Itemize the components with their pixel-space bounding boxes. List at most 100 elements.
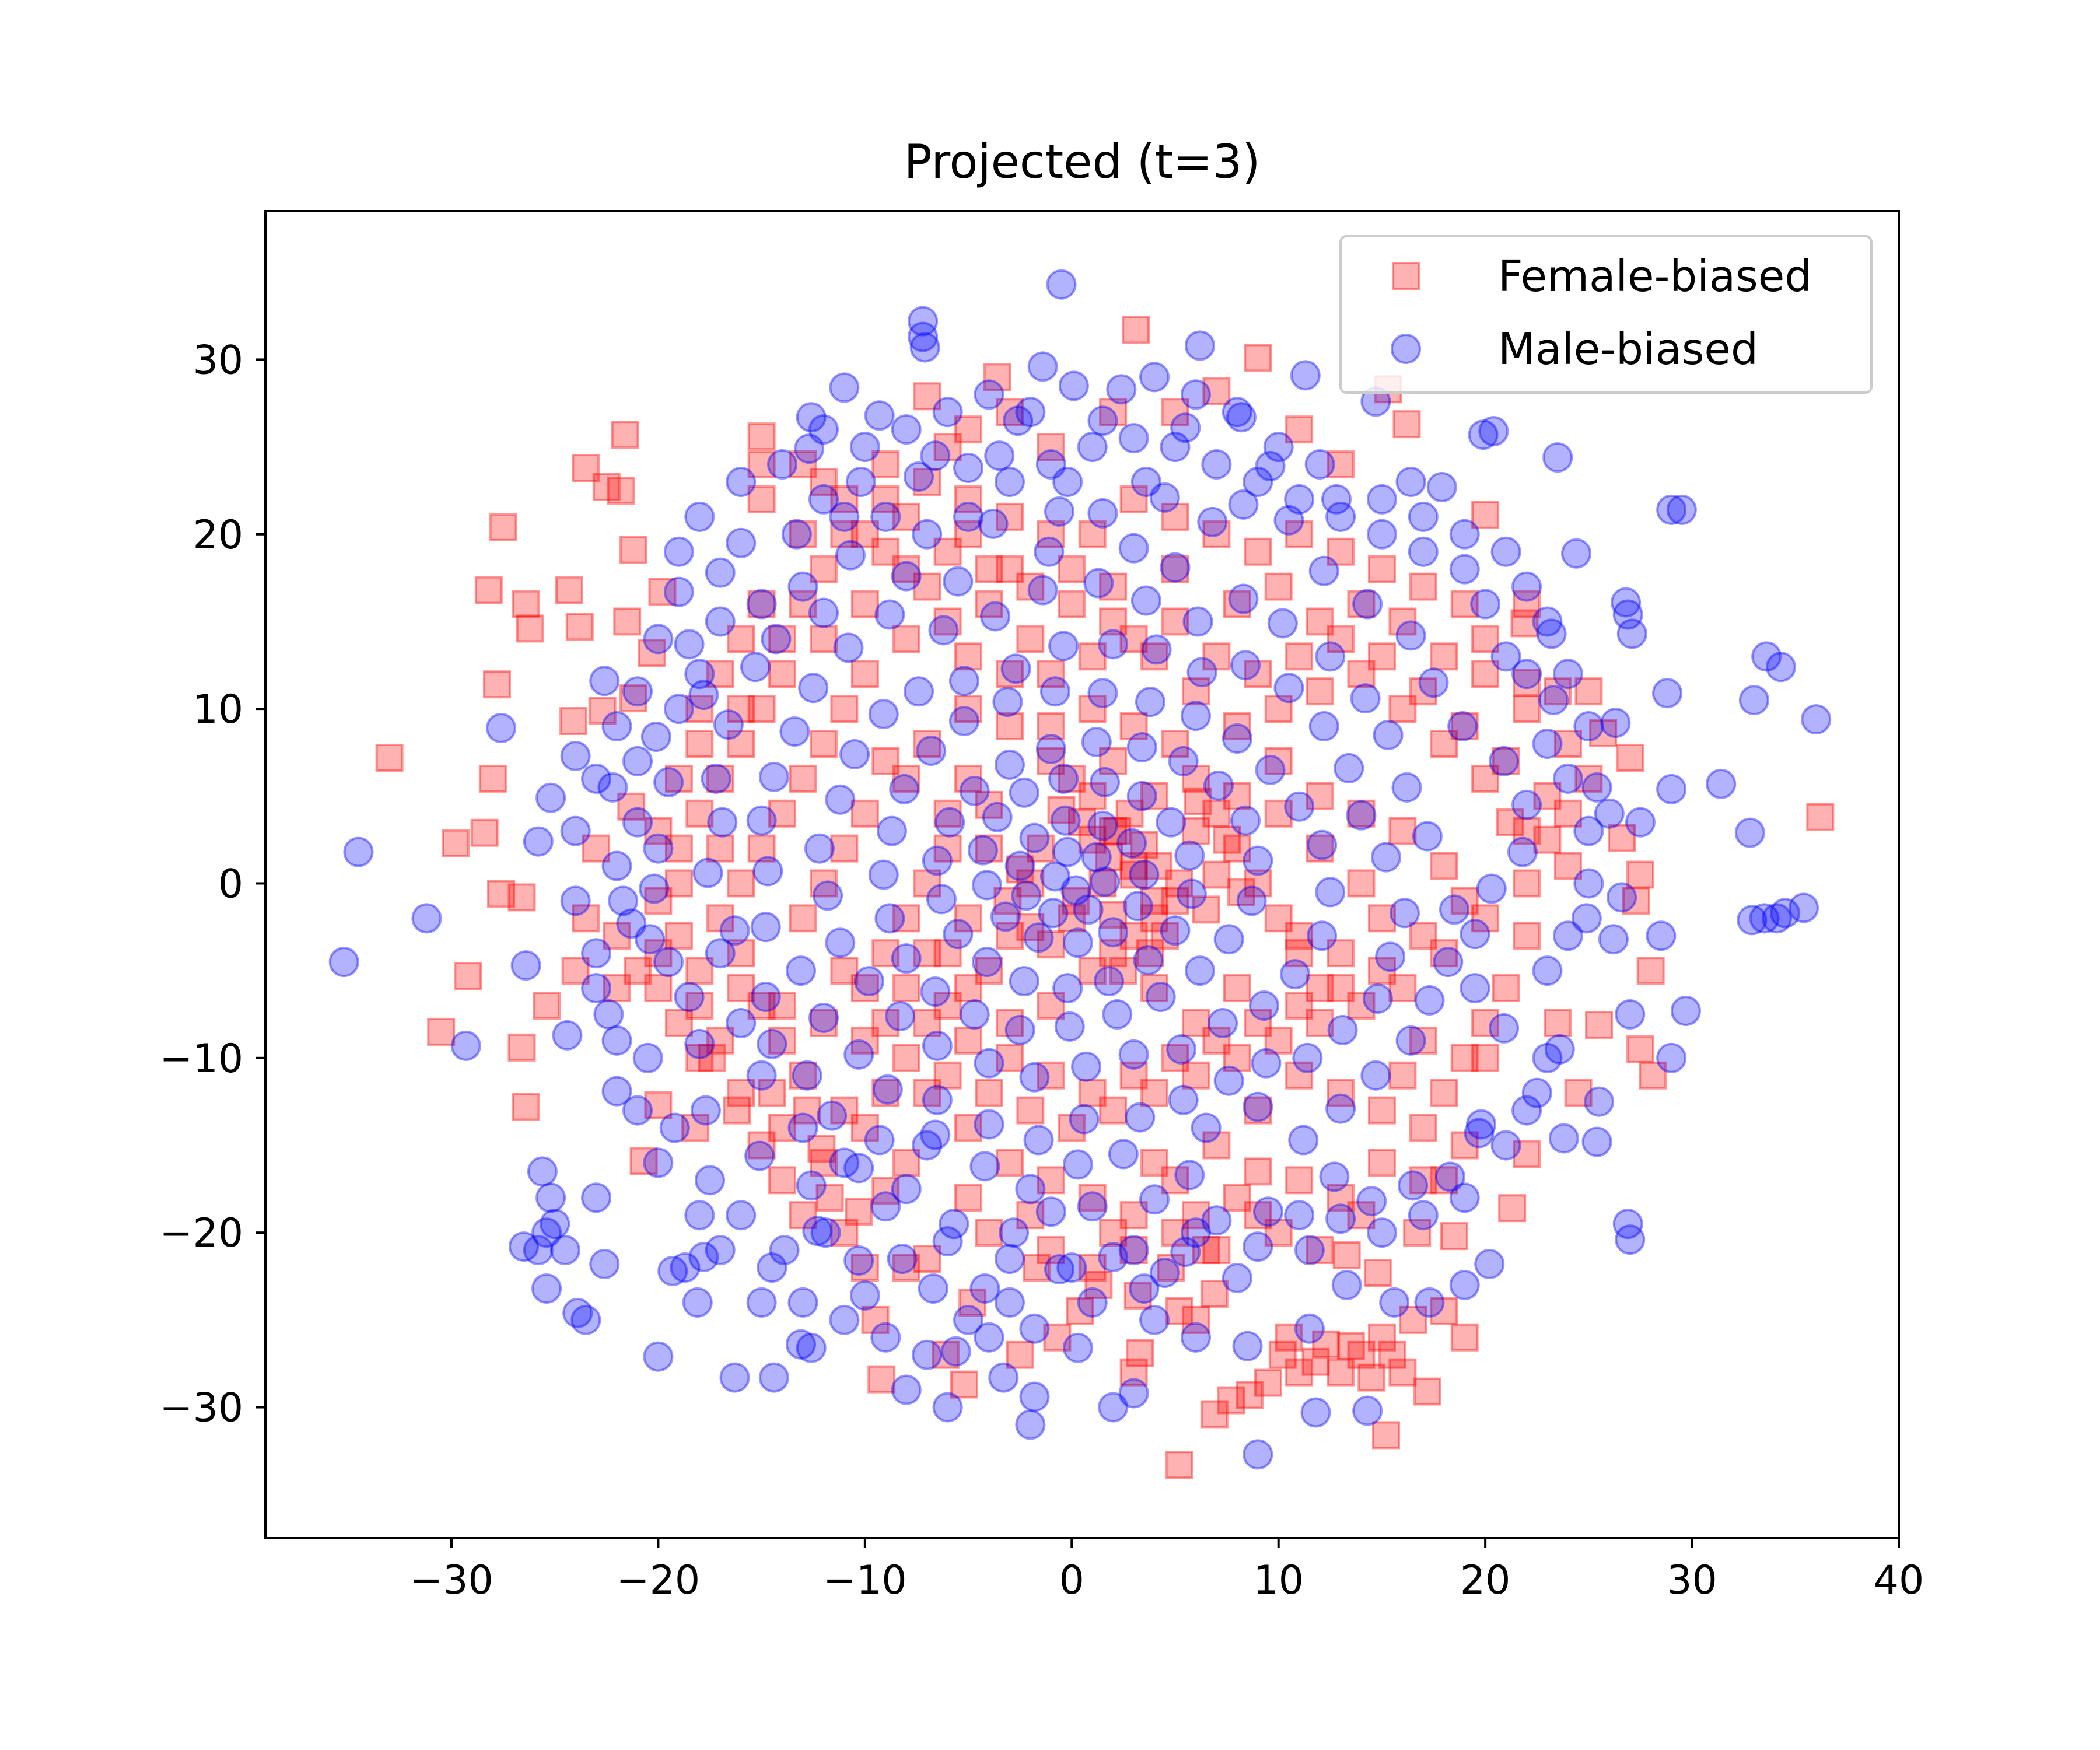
female-point — [1403, 1219, 1432, 1247]
male-point — [1511, 659, 1542, 690]
female-point — [892, 502, 921, 531]
male-point — [1222, 723, 1252, 754]
female-point — [1124, 1281, 1152, 1310]
male-point — [1418, 667, 1449, 698]
female-point — [1306, 1009, 1334, 1037]
male-point — [971, 870, 1002, 901]
female-point — [975, 790, 1003, 819]
male-point — [757, 1252, 788, 1283]
male-point — [1081, 842, 1112, 873]
male-point — [810, 1217, 841, 1248]
x-tick-label: −30 — [410, 1558, 494, 1604]
female-point — [1413, 1377, 1441, 1406]
male-point — [1538, 685, 1569, 716]
female-point — [603, 974, 631, 1003]
male-point — [1048, 763, 1079, 794]
male-point — [1395, 466, 1426, 497]
male-point — [788, 1112, 818, 1143]
male-point — [813, 880, 844, 911]
female-point — [954, 974, 983, 1003]
female-point — [454, 962, 482, 991]
male-point — [891, 414, 922, 445]
female-point — [747, 834, 776, 863]
male-point — [974, 1322, 1005, 1353]
female-point — [1513, 817, 1541, 845]
male-point — [920, 1119, 951, 1150]
female-point — [1254, 1368, 1282, 1397]
male-point — [1242, 845, 1273, 876]
male-point — [769, 1235, 800, 1266]
male-point — [1118, 1235, 1149, 1266]
female-point — [913, 1245, 942, 1273]
male-point — [788, 571, 818, 602]
legend-box — [1339, 235, 1873, 394]
male-point — [1346, 800, 1377, 831]
female-point — [1430, 1297, 1458, 1325]
female-point — [1181, 1201, 1210, 1230]
female-point — [611, 421, 639, 449]
male-point — [1426, 471, 1457, 502]
female-point — [1115, 799, 1144, 828]
female-point — [975, 957, 1003, 985]
male-point — [994, 749, 1025, 780]
female-point — [1200, 1279, 1228, 1308]
female-point — [1161, 887, 1189, 915]
male-point — [1408, 501, 1438, 532]
male-point — [1050, 805, 1081, 836]
male-point — [970, 1273, 1000, 1304]
male-point — [808, 597, 839, 628]
male-point — [1035, 449, 1066, 480]
female-point — [809, 1149, 838, 1177]
female-point — [1244, 869, 1272, 898]
male-point — [808, 414, 839, 445]
female-point — [664, 1009, 693, 1037]
male-point — [1801, 704, 1832, 735]
female-point — [892, 1254, 921, 1282]
y-tick-label: −20 — [159, 1210, 243, 1256]
female-point — [512, 1093, 540, 1121]
male-point — [1139, 1304, 1170, 1335]
male-point — [1466, 1109, 1497, 1140]
female-point — [1336, 1332, 1365, 1360]
male-point — [887, 1244, 918, 1275]
female-point — [1119, 1201, 1148, 1230]
male-point — [581, 763, 612, 794]
female-point — [1016, 869, 1045, 898]
female-point — [1223, 590, 1251, 618]
female-point — [629, 1147, 658, 1175]
male-point — [781, 519, 812, 550]
female-point — [830, 957, 859, 985]
male-point — [1288, 1125, 1319, 1156]
female-point — [1363, 1259, 1392, 1287]
male-point — [868, 859, 899, 890]
female-point — [572, 904, 600, 933]
male-point — [1307, 921, 1338, 951]
female-point — [850, 660, 879, 688]
female-point — [1006, 1340, 1034, 1369]
male-point — [1034, 536, 1065, 567]
female-point — [789, 904, 817, 933]
female-point — [1589, 719, 1618, 748]
male-point — [550, 1235, 580, 1266]
female-point — [559, 707, 588, 736]
female-point — [1047, 796, 1076, 824]
male-point — [1542, 442, 1573, 473]
female-point — [872, 1009, 900, 1037]
male-point — [1625, 807, 1656, 838]
male-point — [796, 1332, 827, 1363]
female-point — [1312, 1330, 1340, 1359]
male-point — [1362, 984, 1393, 1014]
male-point — [932, 1226, 963, 1257]
female-point — [1326, 1079, 1355, 1107]
female-point — [1126, 1339, 1154, 1367]
male-point — [970, 1151, 1000, 1182]
female-point — [1181, 1009, 1210, 1037]
male-point — [1058, 370, 1089, 401]
female-point — [954, 904, 983, 933]
male-point — [1315, 641, 1346, 672]
male-point — [692, 858, 723, 888]
male-point — [870, 1191, 901, 1222]
male-point — [1087, 810, 1118, 841]
female-point — [1103, 817, 1132, 845]
